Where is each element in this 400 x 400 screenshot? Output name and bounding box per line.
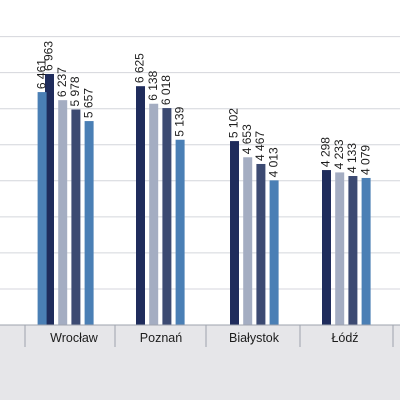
bar xyxy=(37,92,47,326)
bar xyxy=(45,73,54,325)
category-label: Wrocław xyxy=(50,331,99,345)
bar xyxy=(322,170,331,325)
bottom-band xyxy=(0,325,400,400)
bar xyxy=(335,172,345,325)
value-label: 6 237 xyxy=(55,67,69,97)
value-label: 4 467 xyxy=(253,131,267,161)
bar xyxy=(269,180,279,325)
bar xyxy=(149,103,159,325)
category-label: Białystok xyxy=(229,331,280,345)
value-label: 4 079 xyxy=(358,145,372,175)
bar xyxy=(243,157,253,325)
value-label: 4 298 xyxy=(319,137,333,167)
bar xyxy=(58,100,68,325)
value-label: 4 653 xyxy=(240,124,254,154)
value-label: 5 657 xyxy=(81,88,95,118)
value-label: 6 461 xyxy=(34,59,48,89)
value-labels: 6 963 6 625 5 102 4 298 6 237 6 138 4 653 4 233… xyxy=(34,41,372,178)
category-separators xyxy=(24,325,394,347)
bar xyxy=(348,176,358,325)
value-label: 6 018 xyxy=(159,75,173,105)
bar xyxy=(71,109,81,325)
category-labels: kWrocławPoznańBiałystokŁódź xyxy=(50,331,358,345)
value-label: 6 625 xyxy=(133,53,147,83)
bar xyxy=(361,177,371,325)
value-label: 4 133 xyxy=(345,143,359,173)
bars xyxy=(37,73,371,326)
value-label: 4 013 xyxy=(266,147,280,177)
bar xyxy=(162,108,172,325)
bar xyxy=(256,163,266,325)
value-label: 6 138 xyxy=(146,70,160,100)
bar xyxy=(230,141,239,325)
bar xyxy=(136,86,145,325)
value-label: 5 102 xyxy=(227,108,241,138)
bar xyxy=(84,121,94,326)
value-label: 4 233 xyxy=(332,139,346,169)
bar xyxy=(175,139,185,325)
category-label: Poznań xyxy=(140,331,182,345)
value-label: 6 963 xyxy=(42,41,56,71)
value-label: 5 978 xyxy=(68,76,82,106)
value-label: 5 139 xyxy=(172,106,186,136)
category-label: Łódź xyxy=(331,331,358,345)
